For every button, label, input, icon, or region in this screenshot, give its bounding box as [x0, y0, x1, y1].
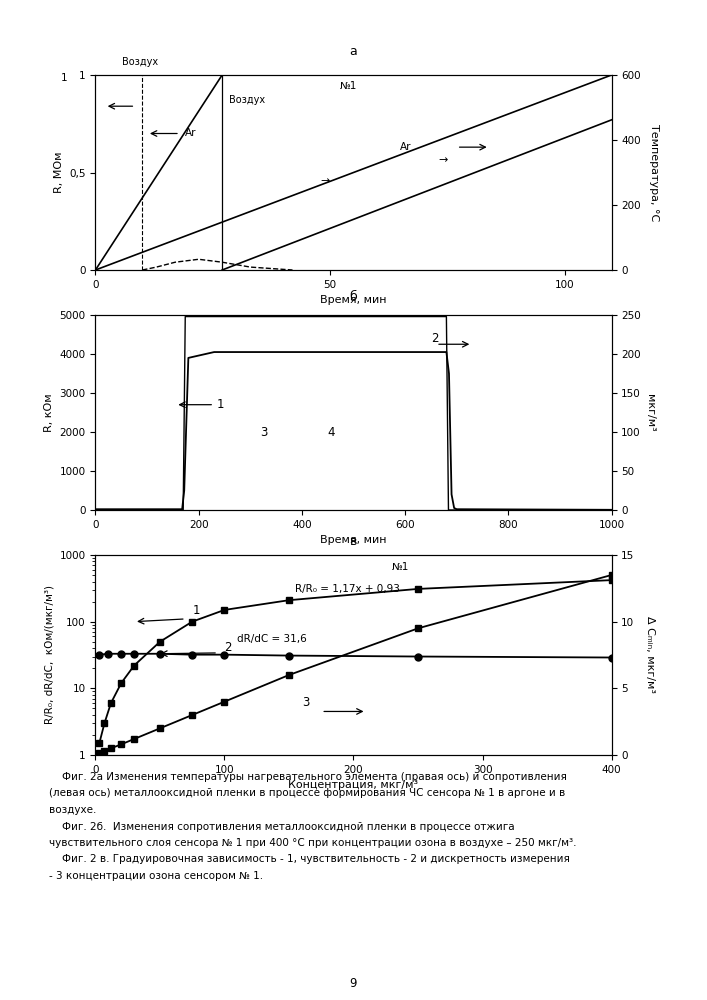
Text: 3: 3: [261, 426, 268, 439]
Text: →: →: [321, 176, 330, 186]
Text: - 3 концентрации озона сенсором № 1.: - 3 концентрации озона сенсором № 1.: [49, 871, 264, 881]
Text: чувствительного слоя сенсора № 1 при 400 °С при концентрации озона в воздухе – 2: чувствительного слоя сенсора № 1 при 400…: [49, 838, 577, 848]
Text: №1: №1: [339, 81, 357, 91]
Text: 2: 2: [431, 332, 438, 345]
Text: →: →: [438, 155, 448, 165]
Text: Фиг. 2б.  Изменения сопротивления металлооксидной пленки в процессе отжига: Фиг. 2б. Изменения сопротивления металло…: [49, 822, 515, 832]
X-axis label: Время, мин: Время, мин: [320, 535, 387, 545]
Text: Воздух: Воздух: [229, 95, 265, 105]
Text: Ar: Ar: [400, 142, 412, 152]
X-axis label: Время, мин: Время, мин: [320, 295, 387, 305]
Y-axis label: мкг/м³: мкг/м³: [645, 394, 655, 431]
Text: 1: 1: [192, 604, 199, 617]
Text: Ar: Ar: [185, 128, 196, 138]
Text: Фиг. 2 в. Градуировочная зависимость - 1, чувствительность - 2 и дискретность из: Фиг. 2 в. Градуировочная зависимость - 1…: [49, 854, 571, 864]
Text: Фиг. 2а Изменения температуры нагревательного элемента (правая ось) и сопротивле: Фиг. 2а Изменения температуры нагревател…: [49, 772, 567, 782]
Y-axis label: Δ Cₘᵢₙ, мкг/м³: Δ Cₘᵢₙ, мкг/м³: [645, 616, 655, 694]
Y-axis label: R, кОм: R, кОм: [44, 393, 54, 432]
Text: 4: 4: [328, 426, 335, 439]
Text: воздухе.: воздухе.: [49, 805, 97, 815]
Text: в: в: [350, 535, 357, 548]
Text: 3: 3: [302, 696, 309, 709]
Y-axis label: R, МОм: R, МОм: [54, 152, 64, 193]
Text: (левая ось) металлооксидной пленки в процессе формирования ЧС сенсора № 1 в арго: (левая ось) металлооксидной пленки в про…: [49, 788, 566, 798]
Text: R/R₀ = 1,17x + 0,93: R/R₀ = 1,17x + 0,93: [296, 584, 400, 594]
Text: Воздух: Воздух: [122, 57, 158, 67]
Text: 1: 1: [61, 73, 67, 83]
Text: 9: 9: [350, 977, 357, 990]
Text: 1: 1: [217, 398, 224, 411]
Text: б: б: [350, 290, 357, 303]
X-axis label: Концентрация, мкг/м³: Концентрация, мкг/м³: [288, 780, 419, 790]
Y-axis label: Температура, °С: Температура, °С: [649, 124, 659, 221]
Text: а: а: [350, 45, 357, 58]
Y-axis label: R/R₀, dR/dC,  кОм/(мкг/м³): R/R₀, dR/dC, кОм/(мкг/м³): [44, 585, 54, 724]
Text: №1: №1: [392, 562, 409, 572]
Text: dR/dC = 31,6: dR/dC = 31,6: [238, 634, 307, 644]
Text: 2: 2: [224, 641, 232, 654]
